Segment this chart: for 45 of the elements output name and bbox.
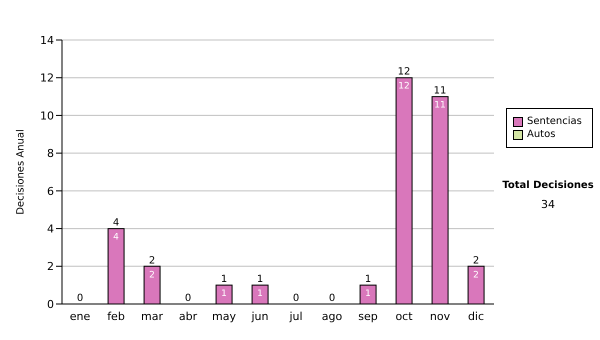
x-tick-label: nov [430, 310, 451, 323]
total-label: 12 [398, 66, 410, 78]
total-label: 0 [184, 293, 192, 304]
y-tick-label: 2 [47, 260, 54, 274]
y-tick-label: 6 [47, 184, 54, 198]
data-label: 12 [398, 82, 410, 92]
total-label: 0 [76, 293, 84, 304]
y-tick-label: 8 [47, 147, 54, 160]
x-tick-label: abr [178, 310, 198, 323]
total-label: 0 [328, 293, 336, 304]
x-tick-label: dic [468, 310, 484, 323]
x-tick-label: jul [288, 310, 303, 323]
x-tick-label: may [212, 310, 236, 323]
y-tick-label: 4 [47, 222, 54, 236]
data-label: 1 [257, 289, 263, 300]
legend-label: Autos [527, 128, 556, 141]
data-label: 1 [365, 289, 371, 300]
total-label: 1 [256, 274, 264, 286]
data-label: 4 [113, 232, 120, 243]
text: Total Decisiones [501, 180, 595, 191]
data-label: 1 [221, 289, 227, 300]
total-label: 11 [434, 86, 446, 97]
y-axis-title: Decisiones Anual [16, 129, 27, 215]
total-label: 2 [148, 255, 156, 266]
y-tick-label: 10 [40, 109, 54, 122]
total-label: 2 [472, 255, 480, 266]
y-tick-label: 0 [47, 298, 54, 311]
x-tick-label: mar [141, 310, 164, 323]
x-tick-label: oct [395, 310, 414, 323]
x-tick-label: feb [107, 310, 125, 323]
x-tick-label: ago [322, 310, 342, 323]
x-tick-label: sep [358, 310, 378, 323]
data-label: 11 [434, 100, 446, 111]
data-label: 2 [149, 270, 155, 280]
x-tick-label: ene [70, 310, 90, 323]
total-label: 4 [112, 218, 120, 229]
data-label: 2 [473, 270, 479, 280]
legend-label: Sentencias [527, 115, 582, 128]
x-tick-label: jun [250, 310, 269, 323]
y-tick-label: 14 [40, 34, 54, 47]
total-label: 1 [220, 274, 228, 286]
total-label: 0 [292, 293, 300, 304]
total-label: 1 [364, 274, 372, 286]
y-tick-label: 12 [40, 72, 54, 85]
text: 34 [540, 198, 556, 211]
